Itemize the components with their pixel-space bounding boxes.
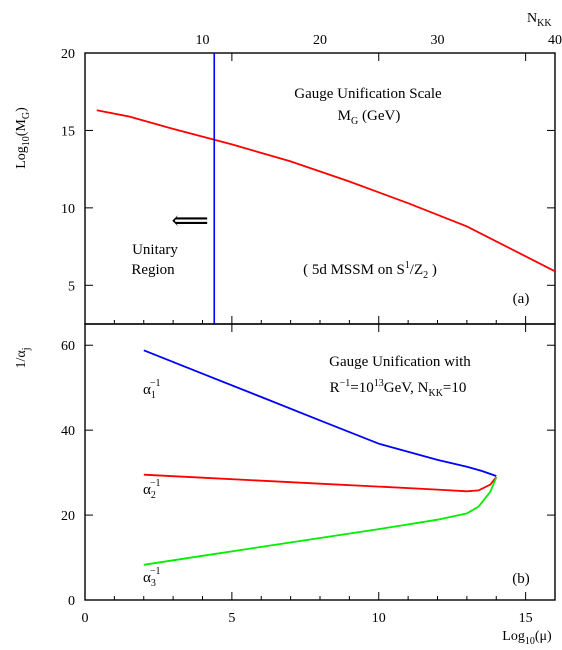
top-x-tick-label: 40 [548, 33, 562, 48]
unitary-arrow-icon: ⟸ [171, 206, 208, 235]
panel-b-series [143, 349, 498, 566]
series-line [143, 349, 497, 477]
top-x-tick-label: 10 [196, 33, 210, 48]
panel-a-series [96, 109, 556, 273]
series-line [96, 109, 556, 273]
alpha1-label: α1−1 [143, 378, 161, 401]
panel-a-y-label: Log10(MG) [14, 107, 32, 169]
panel-b-title-line2: R−1=1013GeV, NKK=10 [330, 378, 467, 399]
panel-a-top-ticks: 10 20 30 40 [196, 33, 562, 48]
panel-a-title-line1: Gauge Unification Scale [294, 86, 442, 102]
unitary-region-label-line2: Region [131, 262, 175, 278]
y-tick-label: 40 [61, 424, 75, 439]
series-line [143, 476, 498, 566]
x-tick-label: 15 [519, 611, 533, 626]
x-tick-label: 0 [82, 611, 89, 626]
x-tick-label: 10 [372, 611, 386, 626]
top-x-tick-label: 30 [431, 33, 445, 48]
model-label: ( 5d MSSM on S1/Z2 ) [303, 260, 437, 281]
y-tick-label: 10 [61, 202, 75, 217]
panel-b-y-ticks: 0 20 40 60 [61, 339, 555, 609]
panel-a: 5 10 15 20 10 20 30 40 NKK Log10(MG) Gauge Uni… [14, 11, 562, 325]
y-tick-label: 0 [68, 594, 75, 609]
alpha2-label: α2−1 [143, 478, 161, 501]
unitary-region-label-line1: Unitary [132, 242, 178, 258]
x-tick-label: 5 [228, 611, 235, 626]
top-axis-label: NKK [527, 11, 552, 29]
panel-a-tag: (a) [513, 291, 530, 307]
series-line [143, 473, 498, 493]
y-tick-label: 15 [61, 124, 75, 139]
alpha3-label: α3−1 [143, 566, 161, 589]
panel-b-x-label: Log10(μ) [502, 629, 552, 647]
panel-a-y-ticks: 5 10 15 20 [61, 47, 555, 294]
y-tick-label: 60 [61, 339, 75, 354]
panel-b: 0 5 10 15 0 20 40 60 1/αj Log10(μ) Gauge Unifi… [14, 323, 556, 647]
top-x-tick-label: 20 [313, 33, 327, 48]
panel-b-title-line1: Gauge Unification with [329, 354, 471, 370]
panel-b-tag: (b) [512, 571, 530, 587]
y-tick-label: 20 [61, 509, 75, 524]
panel-b-y-label: 1/αj [14, 347, 32, 368]
panel-b-frame [84, 323, 556, 601]
panel-a-title-line2: MG (GeV) [338, 108, 401, 127]
y-tick-label: 5 [68, 279, 75, 294]
y-tick-label: 20 [61, 47, 75, 62]
panel-b-x-ticks: 0 5 10 15 [82, 324, 556, 626]
